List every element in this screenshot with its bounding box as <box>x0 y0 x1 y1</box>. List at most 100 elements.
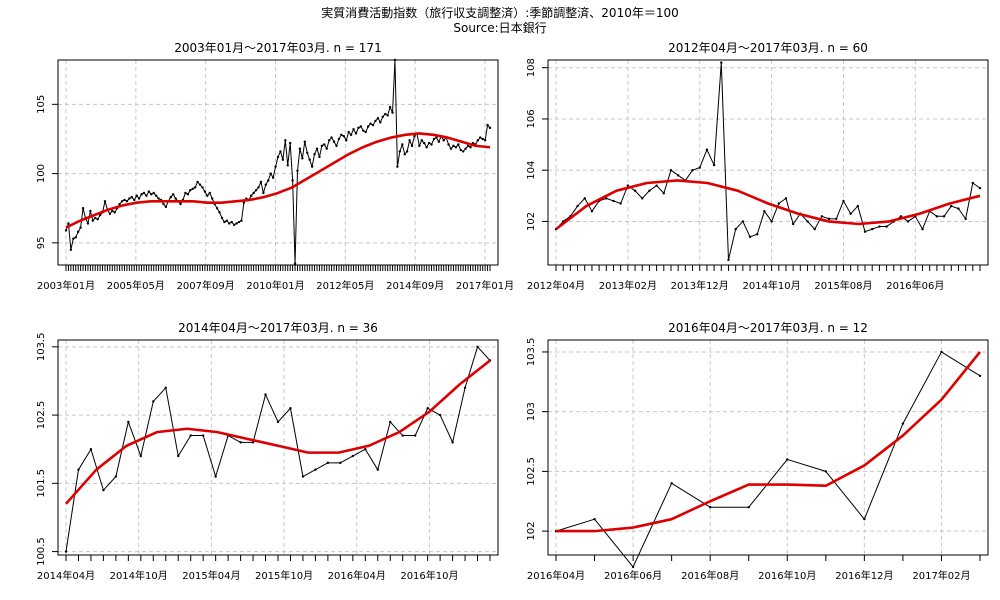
x-tick-label: 2016年04月 <box>328 569 386 582</box>
data-point <box>281 158 285 161</box>
data-point <box>369 122 372 125</box>
data-point <box>438 413 442 417</box>
data-point <box>139 454 143 458</box>
x-tick-label: 2003年01月 <box>37 279 95 292</box>
y-tick-label: 106 <box>526 109 537 128</box>
data-point <box>971 181 975 185</box>
data-point <box>427 141 431 145</box>
x-tick-label: 2016年06月 <box>604 569 662 582</box>
data-point <box>286 164 289 167</box>
data-point <box>189 189 192 192</box>
data-point <box>593 517 596 521</box>
grid-lines <box>548 340 988 555</box>
x-tick-label: 2007年09月 <box>177 279 235 292</box>
data-point <box>379 121 382 124</box>
data-point <box>89 209 92 213</box>
data-point <box>756 233 759 236</box>
data-point <box>863 517 866 521</box>
x-tick-label: 2012年05月 <box>316 279 374 292</box>
data-point <box>301 475 305 478</box>
x-axis-ticks <box>65 555 491 561</box>
data-point <box>398 150 402 153</box>
y-tick-label: 102.5 <box>36 401 47 430</box>
data-point <box>820 215 824 218</box>
y-tick-label: 101.5 <box>36 469 47 498</box>
chart-panel-1: 2003年01月～2017年03月. n = 171 2003年01月 2005年0… <box>36 41 514 292</box>
data-point <box>476 345 479 349</box>
data-point <box>384 112 387 116</box>
data-point <box>133 198 136 202</box>
plot-frame <box>547 59 989 266</box>
data-point <box>327 139 331 142</box>
data-point <box>466 144 470 148</box>
data-point <box>201 434 205 437</box>
data-point <box>942 215 946 218</box>
x-tick-label: 2010年01月 <box>246 279 304 292</box>
plot-frame <box>547 339 989 556</box>
data-point <box>120 200 124 203</box>
data-point <box>364 448 367 451</box>
data-point <box>824 470 828 473</box>
data-point <box>479 136 482 139</box>
data-point <box>376 468 379 471</box>
data-point <box>337 137 341 141</box>
data-point <box>91 219 95 222</box>
data-point <box>662 192 665 195</box>
data-point <box>64 550 68 553</box>
data-point <box>262 191 265 195</box>
data-point <box>251 441 255 444</box>
data-point <box>320 144 324 148</box>
x-tick-label: 2015年04月 <box>182 569 240 582</box>
data-point <box>127 420 130 424</box>
data-point <box>310 165 314 168</box>
data-point <box>413 434 417 437</box>
data-point <box>252 191 255 195</box>
data-points <box>64 345 492 553</box>
data-point <box>481 137 484 141</box>
data-point <box>157 197 160 200</box>
x-tick-label: 2016年04月 <box>527 569 585 582</box>
y-tick-label: 100.5 <box>36 537 47 566</box>
x-tick-label: 2016年10月 <box>400 569 458 582</box>
data-point <box>430 143 433 146</box>
y-tick-label: 102.5 <box>526 457 537 486</box>
data-point <box>435 136 438 139</box>
data-point <box>267 179 270 182</box>
data-point <box>296 169 299 173</box>
data-point <box>201 186 204 189</box>
data-point <box>152 191 155 195</box>
x-tick-label: 2014年04月 <box>37 569 95 582</box>
data-point <box>249 194 253 197</box>
data-point <box>964 217 967 221</box>
data-point <box>271 176 275 179</box>
data-point <box>308 158 311 161</box>
data-point <box>79 226 82 229</box>
data-point <box>259 180 263 184</box>
data-point <box>734 227 737 231</box>
x-tick-label: 2016年08月 <box>681 569 739 582</box>
y-tick-label: 104 <box>526 161 537 180</box>
x-tick-label: 2013年02月 <box>599 279 657 292</box>
data-point <box>232 223 236 227</box>
data-point <box>388 105 392 109</box>
data-point <box>254 189 258 192</box>
data-line <box>555 351 981 568</box>
grid-lines <box>548 60 988 265</box>
data-point <box>142 191 146 195</box>
x-axis-ticks <box>65 265 491 271</box>
trend-line <box>65 132 491 229</box>
data-point <box>827 217 831 221</box>
data-point <box>452 144 455 148</box>
data-point <box>408 139 411 142</box>
data-point <box>164 205 168 209</box>
data-point <box>698 166 701 169</box>
data-point <box>935 215 939 218</box>
data-point <box>152 400 155 403</box>
data-point <box>113 211 116 214</box>
data-point <box>410 144 414 148</box>
data-point <box>978 186 982 190</box>
data-point <box>447 143 450 146</box>
data-point <box>670 482 673 485</box>
x-axis-ticks <box>555 265 981 271</box>
data-point <box>413 134 416 138</box>
